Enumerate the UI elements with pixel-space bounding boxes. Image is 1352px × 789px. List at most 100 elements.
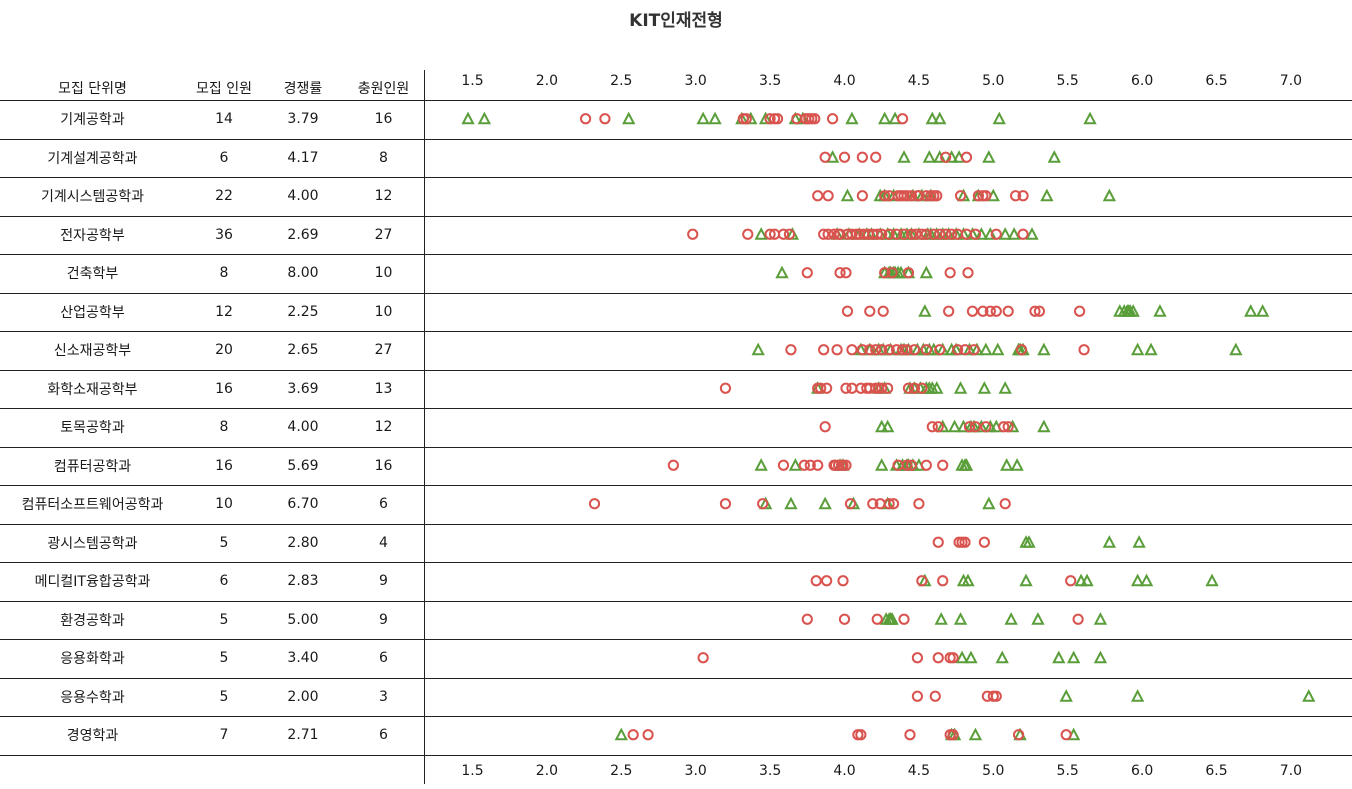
triangle-point (933, 150, 947, 163)
row-rate: 2.71 (287, 727, 319, 744)
triangle-point (622, 111, 636, 125)
circle-point (777, 228, 790, 240)
table-row: 컴퓨터공학과 16 5.69 16 (0, 447, 424, 486)
triangle-point (983, 227, 997, 240)
circle-point (809, 113, 821, 125)
circle-point (916, 575, 928, 587)
triangle-point (1144, 342, 1158, 356)
table-row: 건축학부 8 8.00 10 (0, 254, 424, 293)
triangle-point (998, 381, 1012, 394)
circle-point (913, 498, 925, 510)
circle-point (599, 113, 611, 125)
triangle-point (1037, 342, 1051, 356)
circle-point (835, 459, 848, 471)
row-rate: 3.79 (287, 111, 319, 128)
circle-point (831, 344, 843, 356)
x-bottom-tick-label: 5.5 (1056, 763, 1079, 779)
circle-point (905, 228, 918, 240)
circle-point (826, 113, 839, 125)
row-divider (0, 716, 1352, 717)
row-rate: 2.25 (287, 303, 319, 320)
circle-point (1065, 575, 1077, 587)
x-bottom-tick-label: 3.5 (758, 763, 782, 779)
circle-point (864, 305, 876, 317)
circle-point (888, 498, 900, 510)
x-top-tick-label: 4.0 (833, 73, 856, 89)
triangle-point (879, 612, 893, 625)
circle-point (764, 113, 776, 125)
circle-point (771, 113, 784, 125)
row-divider (0, 755, 1352, 756)
x-top-tick-label: 2.0 (535, 73, 559, 89)
circle-point (861, 382, 873, 394)
row-name: 광시스템공학과 (47, 535, 138, 552)
row-divider (0, 370, 1352, 371)
row-name: 화학소재공학부 (47, 381, 138, 398)
row-rate: 5.69 (287, 457, 319, 474)
circle-point (934, 344, 946, 356)
row-fill: 27 (374, 342, 393, 359)
circle-point (998, 421, 1010, 433)
row-quota: 8 (219, 419, 229, 436)
circle-point (742, 228, 754, 240)
x-top-tick-label: 1.5 (461, 73, 484, 89)
row-rate: 5.00 (287, 611, 319, 628)
row-rate: 3.40 (287, 650, 319, 667)
row-rate: 6.70 (287, 496, 319, 513)
circle-point (960, 151, 973, 163)
table-row: 기계설계공학과 6 4.17 8 (0, 139, 424, 178)
circle-point (940, 228, 952, 240)
triangle-point (1047, 150, 1061, 163)
circle-point (902, 267, 915, 279)
triangle-point (934, 612, 948, 625)
circle-point (846, 344, 858, 356)
circle-point (905, 190, 918, 202)
x-top-tick-label: 3.0 (684, 73, 707, 89)
circle-point (928, 190, 940, 202)
circle-point (908, 344, 921, 356)
triangle-point (977, 381, 992, 394)
circle-point (902, 382, 915, 394)
header-name: 모집 단위명 (58, 81, 127, 97)
circle-point (1072, 613, 1084, 625)
row-name: 전자공학부 (60, 227, 125, 244)
triangle-point (1153, 304, 1167, 317)
x-bottom-tick-label: 4.0 (833, 763, 856, 779)
x-bottom-tick-label: 5.0 (982, 763, 1005, 779)
table-row: 화학소재공학부 16 3.69 13 (0, 370, 424, 409)
triangle-point (979, 342, 993, 356)
row-rate: 2.80 (287, 534, 319, 551)
circle-point (840, 459, 852, 471)
circle-point (901, 190, 913, 202)
circle-point (1029, 305, 1041, 317)
triangle-point (614, 727, 628, 741)
circle-point (895, 190, 907, 202)
row-name: 컴퓨터공학과 (53, 458, 132, 475)
triangle-point (925, 111, 939, 125)
circle-point (947, 652, 959, 664)
triangle-point (845, 111, 859, 125)
triangle-point (1080, 573, 1094, 587)
circle-point (777, 459, 790, 471)
circle-point (956, 536, 968, 548)
circle-point (864, 344, 876, 356)
header-rate: 경쟁률 (283, 81, 323, 97)
row-fill: 10 (374, 265, 393, 282)
triangle-point (758, 111, 773, 125)
circle-point (901, 459, 913, 471)
triangle-point (775, 265, 789, 279)
row-quota: 14 (215, 111, 233, 128)
circle-point (1033, 305, 1046, 317)
circle-point (819, 151, 831, 163)
table-row: 컴퓨터소프트웨어공학과 10 6.70 6 (0, 485, 424, 524)
circle-point (990, 305, 1002, 317)
circle-point (898, 228, 910, 240)
x-bottom-tick-label: 2.5 (610, 763, 633, 779)
row-fill: 12 (374, 419, 393, 436)
circle-point (1012, 729, 1025, 741)
row-rate: 2.65 (287, 342, 319, 359)
triangle-point (995, 650, 1009, 664)
circle-point (999, 498, 1011, 510)
row-divider (0, 485, 1352, 486)
x-top-tick-label: 5.0 (982, 73, 1005, 89)
